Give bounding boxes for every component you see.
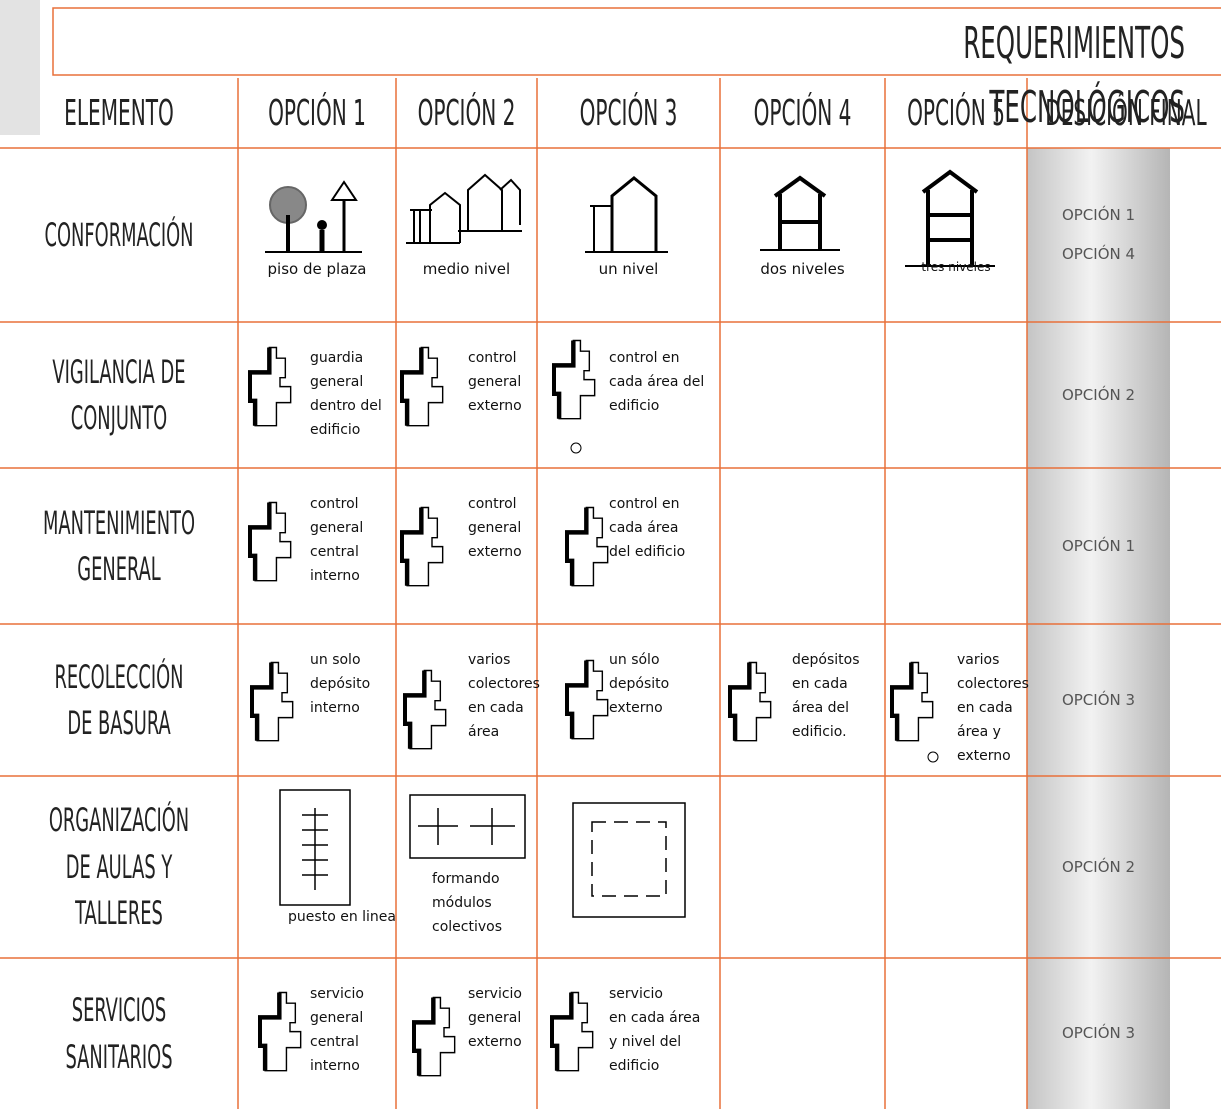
option-text: depósitos en cada área del edificio. <box>792 652 860 740</box>
column-header: OPCIÓN 3 <box>579 93 678 134</box>
column-header: ELEMENTO <box>64 93 174 134</box>
option-text: formando módulos colectivos <box>432 871 502 935</box>
option-text: control general externo <box>468 350 522 414</box>
title: REQUERIMIENTOS TECNOLÓGICOS <box>963 18 1185 133</box>
option-text: servicio general externo <box>468 986 522 1050</box>
option-text: un nivel <box>598 260 659 278</box>
option-text: guardia general dentro del edificio <box>310 350 382 438</box>
option-text: un sólo depósito externo <box>609 652 670 716</box>
row-label: RECOLECCIÓN DE BASURA <box>54 657 184 742</box>
option-text: control general central interno <box>310 496 364 584</box>
option-text: servicio general central interno <box>310 986 364 1074</box>
plan-icons <box>250 341 939 1076</box>
option-text: control en cada área del edificio <box>609 496 686 560</box>
decision: OPCIÓN 2 <box>1061 857 1136 876</box>
title-box <box>52 7 1221 76</box>
row-label: ORGANIZACIÓN DE AULAS Y TALLERES <box>48 801 190 933</box>
decision: OPCIÓN 3 <box>1061 1024 1136 1042</box>
row-label: CONFORMACIÓN <box>44 215 194 254</box>
grid <box>0 78 1221 1109</box>
decision: OPCIÓN 3 <box>1061 690 1136 709</box>
decision-band <box>1027 148 1170 1109</box>
option-text: puesto en linea <box>288 909 396 925</box>
option-text: un solo depósito interno <box>310 652 371 716</box>
column-header: OPCIÓN 1 <box>268 93 366 134</box>
decision: OPCIÓN 1 OPCIÓN 4 <box>1061 206 1136 263</box>
option-text: varios colectores en cada área <box>468 652 540 740</box>
side-strip <box>0 0 40 135</box>
column-header: OPCIÓN 2 <box>417 93 516 134</box>
option-text: tres niveles <box>921 260 991 274</box>
row-label: SERVICIOS SANITARIOS <box>65 991 173 1076</box>
option-text: servicio en cada área y nivel del edific… <box>609 986 701 1074</box>
decision: OPCIÓN 1 <box>1061 536 1136 555</box>
icons <box>265 169 995 918</box>
option-text: medio nivel <box>422 260 511 278</box>
row-label: MANTENIMIENTO GENERAL <box>43 503 195 588</box>
column-header: DESICIÓN FINAL <box>1045 93 1207 134</box>
option-text: dos niveles <box>760 260 845 278</box>
row-label: VIGILANCIA DE CONJUNTO <box>52 352 186 437</box>
option-text: control en cada área del edificio <box>609 350 705 414</box>
decision: OPCIÓN 2 <box>1061 385 1136 404</box>
option-text: varios colectores en cada área y externo <box>957 652 1029 764</box>
option-text: control general externo <box>468 496 522 560</box>
column-header: OPCIÓN 4 <box>753 93 852 134</box>
option-text: piso de plaza <box>267 260 367 278</box>
column-header: OPCIÓN 5 <box>907 93 1005 134</box>
